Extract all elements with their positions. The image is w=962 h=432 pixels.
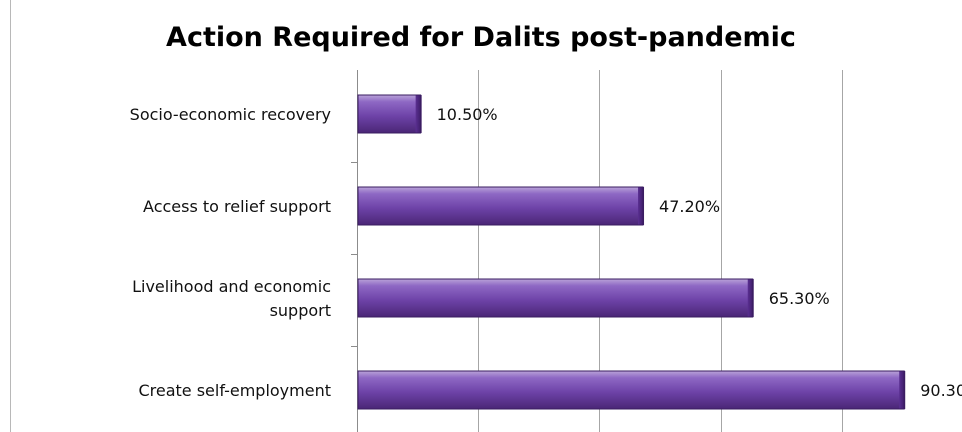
bar bbox=[358, 95, 421, 133]
category-label: support bbox=[270, 301, 331, 320]
data-label: 10.50% bbox=[437, 105, 498, 124]
data-label: 65.30% bbox=[769, 289, 830, 308]
bar bbox=[358, 371, 905, 409]
bar bbox=[358, 279, 753, 317]
category-label: Socio-economic recovery bbox=[130, 105, 331, 124]
data-label: 47.20% bbox=[659, 197, 720, 216]
chart-title: Action Required for Dalits post-pandemic bbox=[166, 22, 796, 53]
bar-outline bbox=[357, 94, 422, 134]
bar-end-cap bbox=[638, 187, 645, 225]
bar-outline bbox=[357, 186, 644, 226]
bar bbox=[358, 187, 644, 225]
data-label: 90.30% bbox=[920, 381, 962, 400]
bar-outline bbox=[357, 278, 754, 318]
bar-end-cap bbox=[747, 279, 754, 317]
category-label: Livelihood and economic bbox=[132, 277, 331, 296]
category-label: Access to relief support bbox=[143, 197, 331, 216]
bar-outline bbox=[357, 370, 905, 410]
bar-end-cap bbox=[415, 95, 422, 133]
bar-end-cap bbox=[899, 371, 906, 409]
chart-area-border bbox=[10, 0, 11, 432]
category-label: Create self-employment bbox=[138, 381, 331, 400]
